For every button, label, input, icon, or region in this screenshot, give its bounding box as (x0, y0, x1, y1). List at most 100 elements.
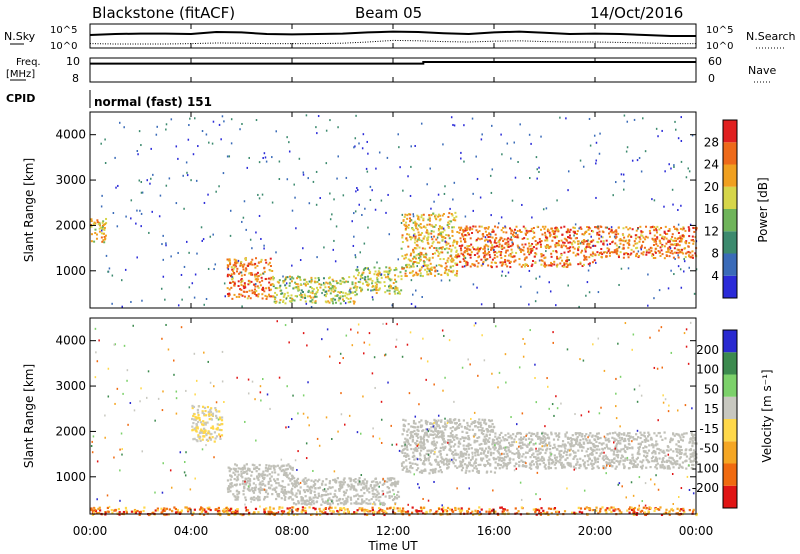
velocity-point (486, 430, 489, 433)
power-point (619, 242, 622, 245)
power-point (495, 265, 498, 268)
power-point (475, 248, 478, 251)
velocity-point (283, 491, 286, 495)
velocity-point (411, 440, 414, 443)
power-point (416, 261, 419, 264)
power-point (311, 301, 314, 304)
power-point (642, 251, 645, 254)
power-point (306, 295, 309, 298)
velocity-point (688, 457, 691, 460)
velocity-point (211, 414, 214, 417)
power-point (676, 243, 679, 246)
velocity-point (192, 428, 195, 431)
velocity-point (512, 440, 516, 444)
cpid-label: CPID (6, 92, 35, 105)
velocity-point (345, 489, 348, 492)
velocity-point (281, 480, 284, 483)
power-point (448, 212, 451, 215)
power-point (388, 286, 391, 289)
power-point (232, 264, 235, 267)
velocity-point (203, 427, 206, 430)
power-point (238, 295, 241, 298)
power-point (535, 243, 538, 246)
velocity-point (287, 483, 290, 486)
velocity-point (289, 495, 292, 499)
power-point (304, 296, 307, 299)
power-point (434, 224, 437, 227)
velocity-point (477, 471, 480, 474)
power-point (672, 256, 675, 259)
velocity-point (428, 462, 432, 465)
velocity-point (282, 473, 286, 477)
velocity-point (663, 431, 666, 434)
power-point (376, 261, 378, 264)
power-point (289, 297, 292, 300)
velocity-point (403, 429, 406, 432)
velocity-point (609, 462, 612, 465)
power-point (334, 298, 337, 301)
velocity-point (435, 434, 438, 437)
power-point (320, 283, 323, 286)
power-point (510, 232, 513, 235)
power-point (671, 239, 674, 242)
power-colorbar-segment (723, 275, 737, 298)
velocity-point (572, 449, 575, 453)
power-point (515, 225, 518, 228)
power-point (175, 145, 178, 148)
power-point (619, 251, 622, 254)
velocity-point (595, 448, 599, 451)
power-point (361, 213, 363, 216)
velocity-point (450, 440, 454, 443)
velocity-point (344, 502, 347, 505)
velocity-point (432, 440, 436, 443)
velocity-point (626, 446, 629, 449)
velocity-point (620, 454, 624, 457)
power-point (512, 255, 515, 258)
power-point (590, 229, 593, 232)
velocity-point (464, 471, 467, 474)
power-point (684, 256, 687, 259)
power-point (627, 235, 630, 238)
power-point (293, 286, 296, 289)
power-point (569, 263, 572, 266)
nsearch-label: N.Search (746, 30, 796, 43)
velocity-point (672, 459, 675, 462)
power-point (298, 157, 301, 160)
power-point (353, 302, 356, 305)
power-point (409, 194, 412, 197)
power-point (677, 265, 680, 268)
power-point (608, 254, 611, 257)
velocity-point (655, 467, 658, 470)
power-point (231, 278, 234, 281)
velocity-point (560, 461, 563, 464)
power-point (406, 263, 409, 266)
power-colorbar-segment (723, 186, 737, 209)
velocity-point (494, 435, 497, 438)
power-point (490, 248, 493, 251)
power-point (561, 233, 564, 236)
velocity-point (477, 422, 481, 425)
power-point (437, 227, 440, 230)
velocity-point (445, 424, 448, 427)
power-point (512, 234, 515, 237)
velocity-point (539, 441, 543, 444)
power-point (548, 231, 551, 234)
velocity-point (245, 463, 248, 466)
velocity-point (505, 446, 509, 449)
velocity-point (632, 462, 635, 466)
velocity-point (511, 444, 514, 447)
power-point (450, 260, 453, 263)
velocity-point (501, 466, 504, 469)
power-point (588, 256, 591, 259)
power-point (677, 237, 680, 240)
velocity-point (409, 437, 412, 440)
velocity-point (273, 487, 276, 490)
velocity-point (481, 447, 484, 450)
velocity-point (628, 439, 631, 442)
power-point (356, 265, 359, 268)
power-point (485, 238, 488, 241)
velocity-point (451, 433, 454, 437)
power-point (101, 221, 104, 224)
power-point (442, 227, 445, 230)
velocity-point (343, 494, 346, 497)
